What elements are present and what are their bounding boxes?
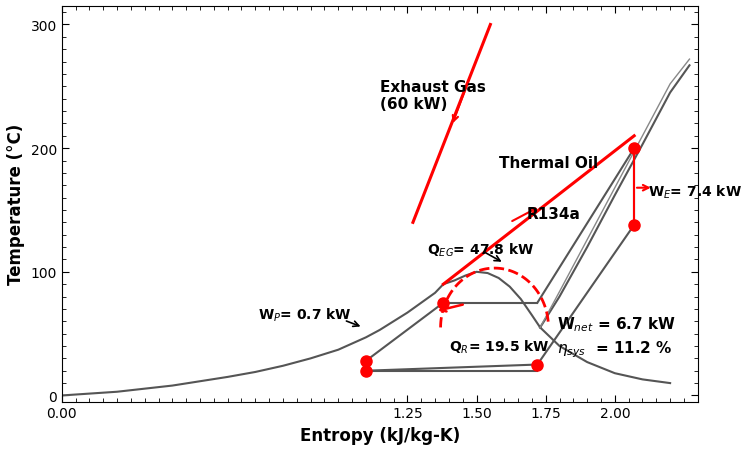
X-axis label: Entropy (kJ/kg-K): Entropy (kJ/kg-K)	[300, 426, 460, 444]
Text: R134a: R134a	[526, 207, 581, 222]
Text: Q$_{EG}$= 47.8 kW: Q$_{EG}$= 47.8 kW	[427, 241, 534, 259]
Text: W$_P$= 0.7 kW: W$_P$= 0.7 kW	[258, 305, 352, 323]
Text: W$_E$= 7.4 kW: W$_E$= 7.4 kW	[648, 183, 742, 201]
Text: Q$_R$= 19.5 kW: Q$_R$= 19.5 kW	[449, 337, 550, 355]
Text: Thermal Oil: Thermal Oil	[498, 156, 598, 171]
Text: Exhaust Gas
(60 kW): Exhaust Gas (60 kW)	[380, 79, 486, 112]
Text: $\eta_{sys}$  = 11.2 %: $\eta_{sys}$ = 11.2 %	[556, 338, 672, 359]
Text: W$_{net}$ = 6.7 kW: W$_{net}$ = 6.7 kW	[556, 315, 676, 333]
Y-axis label: Temperature (°C): Temperature (°C)	[7, 124, 25, 285]
